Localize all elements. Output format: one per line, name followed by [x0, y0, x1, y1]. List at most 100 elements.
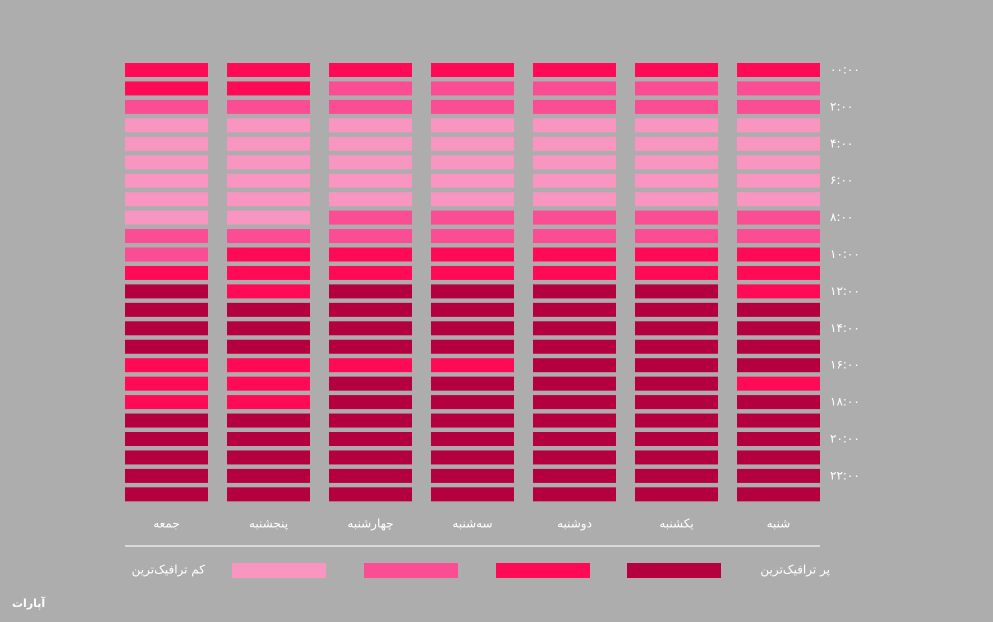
cell — [737, 210, 820, 225]
cell — [533, 155, 616, 170]
cell — [635, 136, 718, 151]
cell — [125, 487, 208, 502]
cell — [533, 81, 616, 96]
column-label: جمعه — [153, 517, 180, 531]
cell — [533, 247, 616, 262]
cell — [227, 413, 310, 428]
cell — [635, 247, 718, 262]
cell — [635, 395, 718, 410]
cell — [125, 155, 208, 170]
cell — [737, 432, 820, 446]
cell — [737, 487, 820, 502]
cell — [533, 321, 616, 336]
column-label: چهارشنبه — [347, 517, 393, 532]
column-label: پنجشنبه — [249, 517, 288, 531]
legend-swatch — [496, 563, 590, 578]
legend-low-label: کم ترافیک‌ترین — [132, 563, 206, 578]
cell — [329, 99, 412, 114]
row-label: ۱۰:۰۰ — [830, 247, 860, 261]
cell — [635, 63, 718, 77]
cell — [431, 265, 514, 280]
cell — [737, 339, 820, 354]
cell — [329, 339, 412, 354]
cell — [227, 321, 310, 336]
row-label: ۲:۰۰ — [830, 99, 853, 113]
cell — [533, 63, 616, 77]
cell — [737, 302, 820, 317]
cell — [125, 468, 208, 483]
cell — [125, 450, 208, 465]
cell — [431, 247, 514, 262]
cell — [329, 284, 412, 299]
cell — [431, 229, 514, 244]
cell — [227, 99, 310, 114]
cell — [737, 247, 820, 262]
legend-high-label: پر ترافیک‌ترین — [760, 563, 830, 578]
cell — [737, 81, 820, 96]
cell — [329, 450, 412, 465]
cell — [431, 302, 514, 317]
cell — [635, 321, 718, 336]
cell — [635, 413, 718, 428]
cell — [533, 432, 616, 446]
cell — [227, 247, 310, 262]
cell — [431, 376, 514, 391]
cell — [737, 413, 820, 428]
cell — [533, 339, 616, 354]
cell — [737, 136, 820, 151]
cell — [635, 468, 718, 483]
column-label: دوشنبه — [557, 517, 592, 532]
column-label: سه‌شنبه — [452, 517, 492, 531]
cell — [635, 358, 718, 373]
cell — [329, 432, 412, 446]
cell — [431, 136, 514, 151]
row-label: ۲۲:۰۰ — [830, 468, 860, 482]
cell — [737, 118, 820, 133]
cell — [635, 376, 718, 391]
cell — [431, 192, 514, 207]
cell — [533, 302, 616, 317]
cell — [125, 432, 208, 446]
cell — [635, 339, 718, 354]
cell — [431, 468, 514, 483]
cell — [533, 376, 616, 391]
cell — [125, 395, 208, 410]
cell — [737, 450, 820, 465]
cell — [635, 229, 718, 244]
cell — [431, 155, 514, 170]
cell — [635, 265, 718, 280]
cell — [125, 99, 208, 114]
cell — [329, 63, 412, 77]
row-label: ۱۴:۰۰ — [830, 321, 860, 335]
cell — [227, 339, 310, 354]
cell — [635, 99, 718, 114]
cell — [635, 155, 718, 170]
row-label: ۱۲:۰۰ — [830, 284, 860, 298]
cell — [635, 302, 718, 317]
cell — [431, 63, 514, 77]
row-label: ۰۰:۰۰ — [830, 63, 860, 77]
cell — [227, 395, 310, 410]
cell — [125, 321, 208, 336]
cell — [431, 450, 514, 465]
cell — [125, 247, 208, 262]
cell — [125, 63, 208, 77]
cell — [227, 192, 310, 207]
cell — [737, 284, 820, 299]
cell — [227, 432, 310, 446]
cell — [737, 358, 820, 373]
cell — [431, 81, 514, 96]
cell — [329, 358, 412, 373]
cell — [329, 265, 412, 280]
cell — [431, 413, 514, 428]
cell — [125, 302, 208, 317]
cell — [227, 173, 310, 188]
cell — [125, 192, 208, 207]
cell — [635, 487, 718, 502]
cell — [329, 136, 412, 151]
cell — [329, 468, 412, 483]
cell — [227, 302, 310, 317]
cell — [533, 118, 616, 133]
legend-swatch — [627, 563, 721, 578]
